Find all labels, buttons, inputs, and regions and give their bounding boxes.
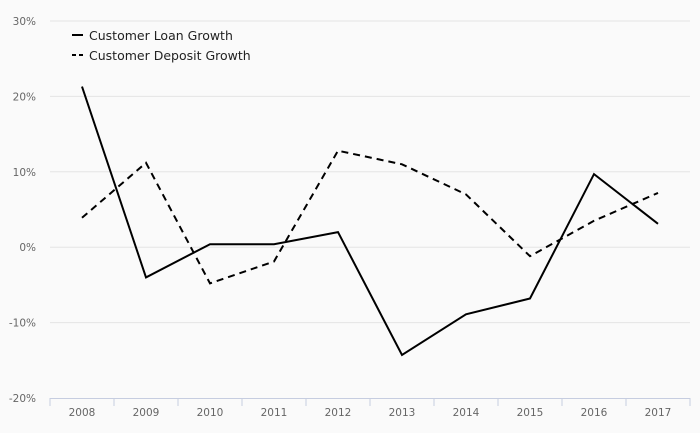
x-axis: 2008 2009 2010 2011 2012 2013 2014 2015 2016 2017 bbox=[49, 398, 691, 419]
data-point-0-2011[interactable] bbox=[271, 241, 277, 247]
data-point-1-2016[interactable] bbox=[591, 218, 597, 224]
legend-label-deposit: Customer Deposit Growth bbox=[89, 48, 251, 63]
x-tick-label-2017: 2017 bbox=[645, 407, 672, 419]
data-point-0-2012[interactable] bbox=[335, 229, 341, 235]
data-point-0-2014[interactable] bbox=[463, 311, 469, 317]
x-tick-label-2011: 2011 bbox=[261, 407, 288, 419]
y-axis: -20% -10% 0% 10% 20% 30% bbox=[9, 16, 36, 405]
data-point-0-2009[interactable] bbox=[143, 274, 149, 280]
x-tick-label-2013: 2013 bbox=[389, 407, 416, 419]
data-point-1-2009[interactable] bbox=[143, 160, 149, 166]
legend: Customer Loan Growth Customer Deposit Gr… bbox=[72, 28, 251, 63]
data-point-1-2011[interactable] bbox=[271, 259, 277, 265]
data-point-0-2017[interactable] bbox=[655, 221, 661, 227]
x-tick-label-2008: 2008 bbox=[69, 407, 96, 419]
data-point-1-2010[interactable] bbox=[207, 280, 213, 286]
y-tick-label-2: 0% bbox=[19, 242, 36, 254]
x-tick-label-2010: 2010 bbox=[197, 407, 224, 419]
y-tick-label-3: 10% bbox=[13, 167, 36, 179]
gridlines bbox=[50, 20, 690, 324]
legend-item-loan[interactable]: Customer Loan Growth bbox=[72, 28, 233, 43]
data-point-0-2013[interactable] bbox=[399, 352, 405, 358]
x-tick-label-2009: 2009 bbox=[133, 407, 160, 419]
y-tick-label-0: -20% bbox=[9, 393, 36, 405]
data-point-1-2008[interactable] bbox=[79, 215, 85, 221]
series-line-1[interactable] bbox=[81, 149, 659, 285]
x-tick-label-2015: 2015 bbox=[517, 407, 544, 419]
x-tick-label-2012: 2012 bbox=[325, 407, 352, 419]
legend-label-loan: Customer Loan Growth bbox=[89, 28, 233, 43]
y-tick-label-4: 20% bbox=[13, 91, 36, 103]
data-point-0-2016[interactable] bbox=[591, 171, 597, 177]
y-tick-label-1: -10% bbox=[9, 318, 36, 330]
legend-item-deposit[interactable]: Customer Deposit Growth bbox=[72, 48, 251, 63]
data-point-1-2017[interactable] bbox=[655, 190, 661, 196]
data-point-0-2008[interactable] bbox=[79, 84, 85, 90]
data-point-0-2010[interactable] bbox=[207, 241, 213, 247]
data-point-1-2014[interactable] bbox=[463, 191, 469, 197]
data-point-1-2013[interactable] bbox=[399, 161, 405, 167]
series-lines bbox=[79, 84, 661, 358]
data-point-1-2012[interactable] bbox=[335, 148, 341, 154]
series-line-0[interactable] bbox=[81, 86, 659, 357]
data-point-1-2015[interactable] bbox=[527, 253, 533, 259]
y-tick-label-5: 30% bbox=[13, 16, 36, 28]
x-tick-label-2014: 2014 bbox=[453, 407, 480, 419]
x-tick-label-2016: 2016 bbox=[581, 407, 608, 419]
data-point-0-2015[interactable] bbox=[527, 295, 533, 301]
